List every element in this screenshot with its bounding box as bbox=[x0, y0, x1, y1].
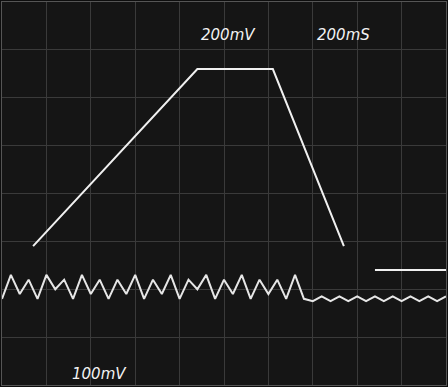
svg-text:200mV: 200mV bbox=[201, 26, 256, 44]
svg-text:100mV: 100mV bbox=[72, 365, 127, 383]
svg-text:200mS: 200mS bbox=[317, 26, 370, 44]
